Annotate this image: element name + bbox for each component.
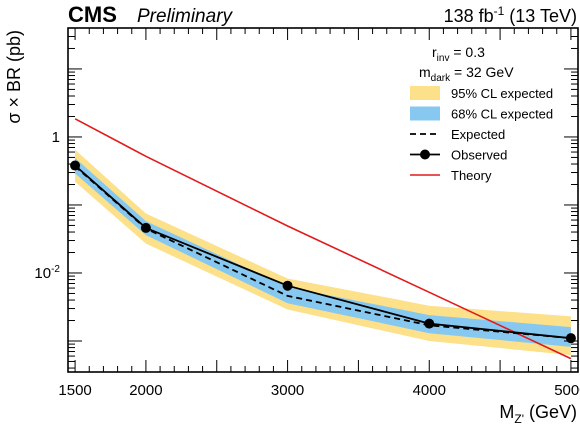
band-68-expected <box>75 158 571 347</box>
legend-swatch-observed-marker <box>420 149 430 160</box>
x-axis-label: MZ' (GeV) <box>499 402 577 426</box>
plot-frame <box>67 27 579 373</box>
legend: 95% CL expected 68% CL expected Expected Ob… <box>410 86 553 183</box>
x-tick-label: 2000 <box>129 382 162 399</box>
rinv-annotation: rinv = 0.3 <box>432 44 485 64</box>
x-tick-label: 3000 <box>271 382 304 399</box>
lumi-label: 138 fb-1 (13 TeV) <box>444 4 577 26</box>
legend-label: Observed <box>451 148 507 163</box>
observed-point <box>140 222 151 233</box>
legend-label: 95% CL expected <box>451 86 553 101</box>
observed-point <box>282 280 293 291</box>
legend-label: Expected <box>451 127 505 142</box>
axis-ticks <box>68 27 578 372</box>
x-tick-label: 1500 <box>58 382 91 399</box>
experiment-label: CMS <box>68 2 117 27</box>
observed-point <box>424 318 435 329</box>
x-tick-label: 4000 <box>413 382 446 399</box>
legend-label: Theory <box>451 168 492 183</box>
observed-point <box>565 333 576 344</box>
legend-label: 68% CL expected <box>451 107 553 122</box>
status-label: Preliminary <box>137 6 234 27</box>
mdark-annotation: mdark = 32 GeV <box>419 64 514 84</box>
x-tick-label: 5000 <box>554 382 580 399</box>
legend-swatch-band68 <box>410 106 440 121</box>
legend-swatch-band95 <box>410 86 440 100</box>
tick-labels: 1500 2000 3000 4000 5000 1 10-2 <box>34 129 580 399</box>
observed-point <box>70 160 81 171</box>
y-axis-label: σ × BR (pb) <box>4 30 24 124</box>
y-tick-label: 1 <box>52 129 60 146</box>
y-tick-label: 10-2 <box>34 264 60 282</box>
theory-line <box>74 118 572 360</box>
